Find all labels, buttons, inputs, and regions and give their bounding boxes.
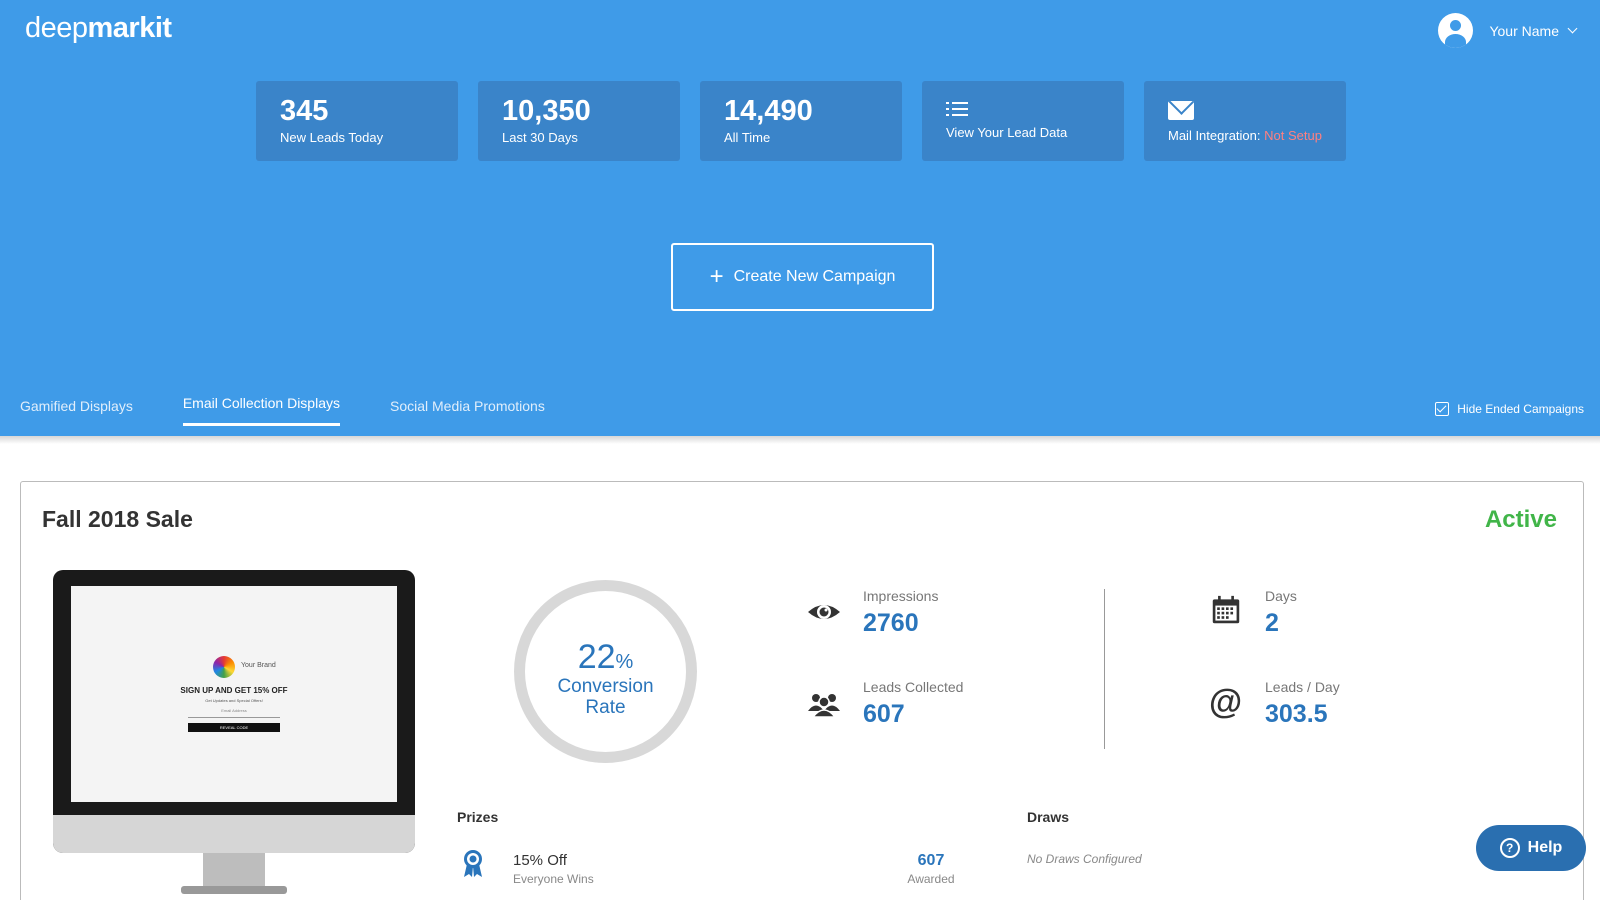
days-metric: Days 2: [1265, 588, 1297, 638]
prize-awarded-label: Awarded: [907, 872, 955, 886]
campaign-type-tabs: Gamified Displays Email Collection Displ…: [20, 395, 595, 426]
logo-light-text: deep: [25, 12, 88, 44]
mail-status-badge: Not Setup: [1264, 128, 1322, 143]
conversion-number: 22: [577, 638, 616, 676]
conversion-label-line1: Conversion: [557, 676, 654, 697]
tab-email-collection-displays[interactable]: Email Collection Displays: [182, 395, 340, 426]
question-icon: ?: [1499, 838, 1520, 858]
leads-per-day-metric: Leads / Day 303.5: [1265, 679, 1340, 729]
leads-per-day-label: Leads / Day: [1265, 679, 1340, 695]
stat-label: Last 30 Days: [502, 130, 578, 145]
stat-value: 14,490: [724, 95, 813, 127]
preview-headline: SIGN UP AND GET 15% OFF: [180, 686, 288, 695]
chevron-down-icon: [1567, 23, 1578, 34]
preview-reveal-button: REVEAL CODE: [188, 723, 280, 732]
campaign-card[interactable]: Fall 2018 Sale Active Your Brand SIGN UP…: [20, 481, 1584, 900]
help-button[interactable]: ? Help: [1476, 825, 1586, 871]
metrics-divider: [1104, 589, 1105, 749]
hide-ended-label: Hide Ended Campaigns: [1457, 402, 1584, 416]
leads-collected-value: 607: [863, 700, 905, 728]
conversion-label-line2: Rate: [585, 697, 626, 718]
mail-integration-button[interactable]: Mail Integration: Not Setup: [1144, 81, 1346, 161]
leads-per-day-value: 303.5: [1265, 700, 1328, 728]
stat-all-time[interactable]: 14,490 All Time: [700, 81, 902, 161]
monitor-chin: [53, 815, 415, 853]
monitor-foot: [181, 886, 287, 894]
tab-gamified-displays[interactable]: Gamified Displays: [20, 398, 133, 414]
campaign-preview-monitor[interactable]: Your Brand SIGN UP AND GET 15% OFF Get U…: [53, 570, 415, 895]
preview-subline: Get Updates and Special Offers!: [205, 698, 263, 703]
create-new-campaign-label: Create New Campaign: [733, 268, 896, 285]
view-lead-data-label: View Your Lead Data: [946, 125, 1068, 140]
stat-label: All Time: [724, 130, 771, 145]
hide-ended-campaigns-toggle[interactable]: Hide Ended Campaigns: [1435, 402, 1584, 416]
header-banner: deepmarkit Your Name 345 New Leads Today…: [0, 0, 1600, 436]
award-ribbon-icon: [464, 850, 482, 877]
stat-last-30-days[interactable]: 10,350 Last 30 Days: [478, 81, 680, 161]
stat-value: 345: [280, 95, 329, 127]
preview-email-field: Email Address: [188, 708, 280, 718]
prize-subtitle: Everyone Wins: [513, 872, 594, 886]
monitor-stand: [203, 853, 265, 889]
calendar-icon: [1212, 595, 1240, 624]
mail-integration-text: Mail Integration:: [1168, 128, 1265, 143]
conversion-rate-label: Conversion Rate: [525, 676, 686, 718]
draws-section-label: Draws: [1027, 809, 1070, 825]
user-menu[interactable]: Your Name: [1438, 13, 1578, 48]
leads-collected-label: Leads Collected: [863, 679, 964, 695]
prize-awarded-count: 607: [917, 852, 945, 869]
stat-new-leads-today[interactable]: 345 New Leads Today: [256, 81, 458, 161]
hide-ended-checkbox[interactable]: [1435, 402, 1450, 416]
view-lead-data-button[interactable]: View Your Lead Data: [922, 81, 1124, 161]
campaign-title: Fall 2018 Sale: [42, 506, 193, 532]
plus-icon: +: [709, 263, 724, 290]
prizes-section-label: Prizes: [457, 809, 499, 825]
stat-label: New Leads Today: [280, 130, 384, 145]
list-icon: [946, 101, 968, 117]
leads-collected-metric: Leads Collected 607: [863, 679, 963, 729]
stat-value: 10,350: [502, 95, 591, 127]
preview-email-placeholder: Email Address: [221, 708, 247, 713]
eye-icon: [808, 605, 840, 619]
help-label: Help: [1527, 839, 1563, 856]
days-label: Days: [1265, 588, 1297, 604]
preview-brand: Your Brand: [241, 662, 276, 669]
prize-name: 15% Off: [513, 852, 567, 869]
campaign-status-badge: Active: [1484, 506, 1557, 533]
monitor-screen: Your Brand SIGN UP AND GET 15% OFF Get U…: [71, 586, 397, 802]
users-icon: [808, 694, 840, 718]
brand-logo-icon: [213, 656, 235, 678]
no-draws-text: No Draws Configured: [1027, 852, 1142, 866]
impressions-value: 2760: [863, 609, 919, 637]
conversion-rate-ring: 22% Conversion Rate: [514, 580, 697, 763]
tab-social-media-promotions[interactable]: Social Media Promotions: [390, 398, 545, 414]
stats-row: 345 New Leads Today 10,350 Last 30 Days …: [256, 81, 1346, 161]
mail-integration-label: Mail Integration: Not Setup: [1168, 128, 1322, 143]
at-sign-icon: @: [1209, 683, 1243, 721]
conversion-rate-value: 22%: [525, 639, 686, 680]
impressions-label: Impressions: [863, 588, 939, 604]
header-shadow: [0, 436, 1600, 444]
logo-bold-text: markit: [87, 12, 173, 44]
impressions-metric: Impressions 2760: [863, 588, 938, 638]
conversion-unit: %: [615, 651, 634, 673]
logo[interactable]: deepmarkit: [25, 12, 172, 45]
user-name: Your Name: [1489, 22, 1559, 39]
avatar-icon: [1438, 13, 1474, 48]
days-value: 2: [1265, 609, 1279, 637]
create-new-campaign-button[interactable]: + Create New Campaign: [671, 243, 934, 311]
mail-icon: [1168, 101, 1194, 120]
